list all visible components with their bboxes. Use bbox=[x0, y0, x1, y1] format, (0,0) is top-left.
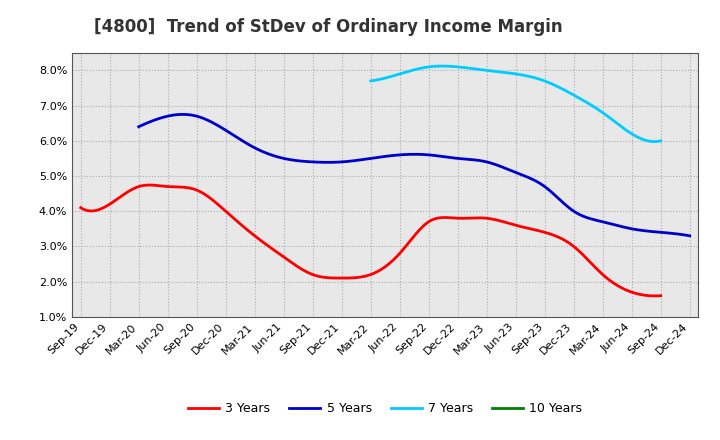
7 Years bbox=[630, 133, 639, 138]
5 Years bbox=[685, 233, 694, 238]
3 Years bbox=[657, 293, 665, 298]
7 Years bbox=[539, 78, 548, 83]
7 Years bbox=[545, 80, 554, 85]
7 Years bbox=[657, 138, 665, 143]
5 Years bbox=[135, 124, 143, 129]
5 Years bbox=[474, 158, 482, 163]
5 Years bbox=[462, 157, 471, 162]
7 Years bbox=[540, 78, 549, 84]
3 Years bbox=[78, 206, 87, 212]
3 Years bbox=[651, 293, 660, 298]
5 Years bbox=[600, 220, 609, 225]
7 Years bbox=[366, 78, 375, 84]
Line: 3 Years: 3 Years bbox=[81, 185, 661, 296]
7 Years bbox=[649, 139, 658, 144]
3 Years bbox=[422, 221, 431, 226]
5 Years bbox=[136, 123, 145, 128]
7 Years bbox=[438, 63, 447, 69]
5 Years bbox=[464, 157, 473, 162]
3 Years bbox=[144, 183, 153, 188]
3 Years bbox=[76, 205, 85, 210]
7 Years bbox=[612, 120, 621, 125]
Text: [4800]  Trend of StDev of Ordinary Income Margin: [4800] Trend of StDev of Ordinary Income… bbox=[94, 18, 562, 36]
3 Years bbox=[567, 242, 576, 247]
3 Years bbox=[433, 216, 442, 221]
Line: 5 Years: 5 Years bbox=[139, 114, 690, 236]
Line: 7 Years: 7 Years bbox=[371, 66, 661, 142]
7 Years bbox=[367, 78, 376, 84]
3 Years bbox=[423, 220, 432, 225]
Legend: 3 Years, 5 Years, 7 Years, 10 Years: 3 Years, 5 Years, 7 Years, 10 Years bbox=[183, 397, 588, 420]
5 Years bbox=[179, 112, 187, 117]
3 Years bbox=[604, 277, 613, 282]
5 Years bbox=[636, 227, 644, 233]
